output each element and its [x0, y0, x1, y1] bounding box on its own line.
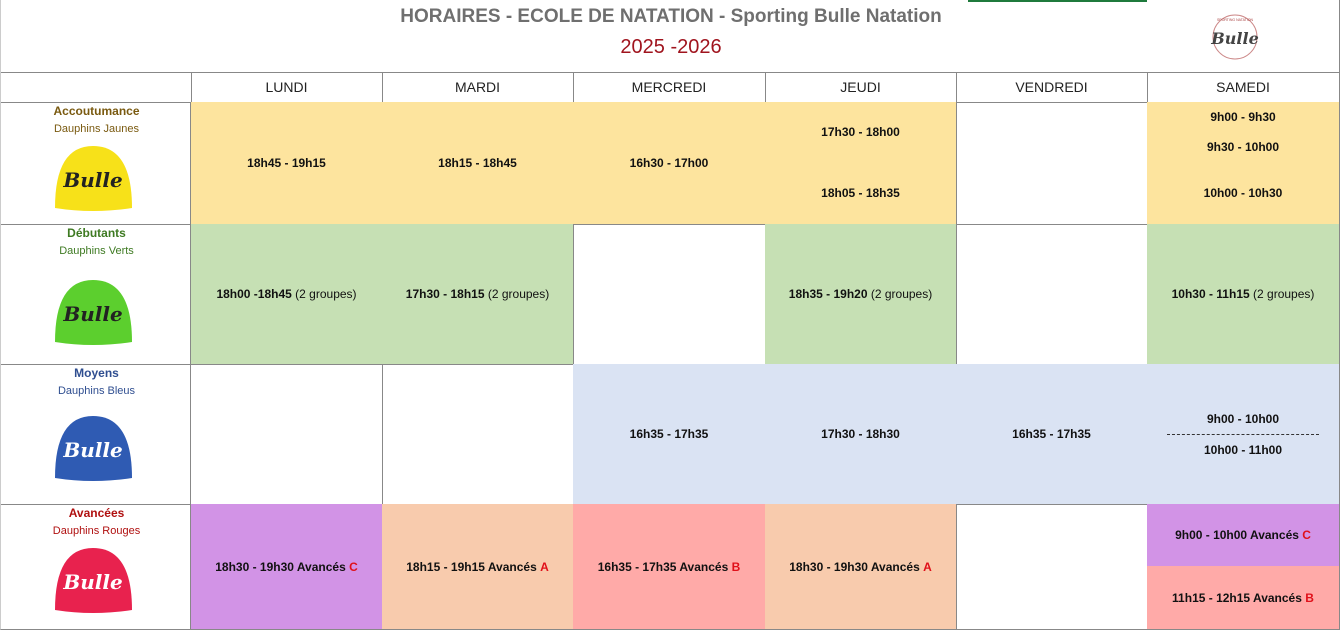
- slot-time: 18h15 - 19h15 Avancés: [406, 559, 537, 574]
- season-subtitle: 2025 -2026: [620, 36, 722, 58]
- slot-time: 18h35 - 19h20: [788, 287, 868, 301]
- groups-note: (2 groupes): [487, 287, 550, 301]
- slot-time: 9h00 - 10h00 Avancés: [1175, 528, 1299, 542]
- corner-cell: [0, 72, 192, 103]
- slot-avancees-jeudi: 18h30 - 19h30 Avancés A: [765, 504, 957, 630]
- day-header-lundi: LUNDI: [191, 72, 383, 103]
- slot-moyens-lundi-empty: [191, 364, 383, 505]
- slot-avancees-samedi-1: 9h00 - 10h00 Avancés C: [1147, 504, 1340, 567]
- swim-cap-blue-icon: Bulle: [55, 416, 132, 481]
- level-label-avancees: Avancées Dauphins Rouges Bulle: [0, 504, 191, 630]
- slot-accoutumance-mardi: 18h15 - 18h45: [382, 102, 574, 225]
- level-name: Accoutumance: [53, 104, 140, 118]
- slot-debutants-lundi: 18h00 -18h45 (2 groupes): [191, 224, 383, 365]
- level-name: Avancées: [68, 506, 125, 520]
- group-letter: C: [1302, 528, 1311, 542]
- slot-avancees-mardi: 18h15 - 19h15 Avancés A: [382, 504, 574, 630]
- groups-note: (2 groupes): [295, 287, 357, 301]
- slot-debutants-mercredi-empty: [573, 224, 766, 365]
- cap-text: Bulle: [62, 168, 122, 192]
- slot-moyens-jeudi: 17h30 - 18h30: [765, 364, 957, 505]
- schedule-grid: LUNDI MARDI MERCREDI JEUDI VENDREDI SAME…: [0, 72, 1340, 630]
- slot-accoutumance-mercredi: 16h30 - 17h00: [573, 102, 766, 225]
- cap-text: Bulle: [62, 438, 122, 462]
- slot-time: 11h15 - 12h15 Avancés: [1172, 590, 1302, 605]
- level-label-accoutumance: Accoutumance Dauphins Jaunes Bulle: [0, 102, 191, 225]
- day-header-samedi: SAMEDI: [1147, 72, 1340, 103]
- slot-accoutumance-samedi-1: 9h00 - 9h30: [1147, 102, 1340, 133]
- level-label-debutants: Débutants Dauphins Verts Bulle: [0, 224, 191, 365]
- slot-accoutumance-samedi-2: 9h30 - 10h00: [1147, 132, 1340, 163]
- group-letter: A: [540, 559, 549, 574]
- slot-moyens-mercredi: 16h35 - 17h35: [573, 364, 766, 505]
- level-subtitle: Dauphins Bleus: [57, 385, 136, 397]
- slot-accoutumance-lundi: 18h45 - 19h15: [191, 102, 383, 225]
- slot-accoutumance-jeudi-1: 17h30 - 18h00: [765, 102, 957, 163]
- slot-avancees-vendredi-empty: [956, 504, 1148, 630]
- slot-time-1: 9h00 - 10h00: [1206, 411, 1280, 426]
- level-label-moyens: Moyens Dauphins Bleus Bulle: [0, 364, 191, 505]
- slot-debutants-mardi: 17h30 - 18h15 (2 groupes): [382, 224, 574, 365]
- slot-time: 18h30 - 19h30 Avancés: [789, 559, 920, 574]
- slot-time: 18h30 - 19h30 Avancés: [215, 559, 346, 574]
- level-subtitle: Dauphins Jaunes: [53, 123, 139, 135]
- slot-moyens-samedi: 9h00 - 10h00 10h00 - 11h00: [1147, 364, 1340, 505]
- day-header-mercredi: MERCREDI: [573, 72, 766, 103]
- slot-time: 16h35 - 17h35 Avancés: [597, 559, 729, 574]
- level-subtitle: Dauphins Rouges: [52, 525, 141, 537]
- slot-avancees-samedi-2: 11h15 - 12h15 Avancés B: [1147, 566, 1340, 630]
- slot-avancees-lundi: 18h30 - 19h30 Avancés C: [191, 504, 383, 630]
- slot-moyens-vendredi: 16h35 - 17h35: [956, 364, 1148, 505]
- swim-cap-green-icon: Bulle: [55, 280, 132, 345]
- group-letter: A: [923, 559, 932, 574]
- logo-ring-text: SPORTING NATATION: [1217, 18, 1254, 22]
- cap-text: Bulle: [62, 570, 122, 594]
- slot-accoutumance-jeudi-2: 18h05 - 18h35: [765, 162, 957, 225]
- group-letter: B: [1305, 590, 1314, 605]
- group-letter: B: [731, 559, 741, 574]
- level-subtitle: Dauphins Verts: [59, 245, 134, 257]
- level-name: Moyens: [74, 366, 119, 380]
- swim-cap-red-icon: Bulle: [55, 548, 132, 613]
- day-header-mardi: MARDI: [382, 72, 574, 103]
- slot-moyens-mardi-empty: [382, 364, 574, 505]
- slot-accoutumance-vendredi-empty: [956, 102, 1148, 225]
- cap-text: Bulle: [62, 302, 122, 326]
- slot-time: 18h00 -18h45: [216, 287, 292, 301]
- slot-time-2: 10h00 - 11h00: [1203, 442, 1283, 457]
- selection-indicator: [968, 0, 1147, 2]
- slot-debutants-vendredi-empty: [956, 224, 1148, 365]
- swim-cap-yellow-icon: Bulle: [55, 146, 132, 211]
- day-header-jeudi: JEUDI: [765, 72, 957, 103]
- day-header-vendredi: VENDREDI: [956, 72, 1148, 103]
- dashed-separator: [1167, 433, 1319, 435]
- slot-avancees-mercredi: 16h35 - 17h35 Avancés B: [573, 504, 766, 630]
- groups-note: (2 groupes): [870, 287, 933, 301]
- club-logo: Bulle SPORTING NATATION: [1210, 14, 1259, 60]
- slot-time: 17h30 - 18h15: [405, 287, 485, 301]
- group-letter: C: [349, 559, 358, 574]
- slot-debutants-jeudi: 18h35 - 19h20 (2 groupes): [765, 224, 957, 365]
- slot-debutants-samedi: 10h30 - 11h15 (2 groupes): [1147, 224, 1340, 365]
- page-title: HORAIRES - ECOLE DE NATATION - Sporting …: [400, 6, 942, 27]
- slot-time: 10h30 - 11h15: [1171, 287, 1250, 301]
- title-area: HORAIRES - ECOLE DE NATATION - Sporting …: [0, 0, 1340, 73]
- slot-accoutumance-samedi-3: 10h00 - 10h30: [1147, 162, 1340, 225]
- level-name: Débutants: [67, 226, 126, 240]
- logo-text: Bulle: [1210, 29, 1259, 48]
- groups-note: (2 groupes): [1253, 287, 1315, 301]
